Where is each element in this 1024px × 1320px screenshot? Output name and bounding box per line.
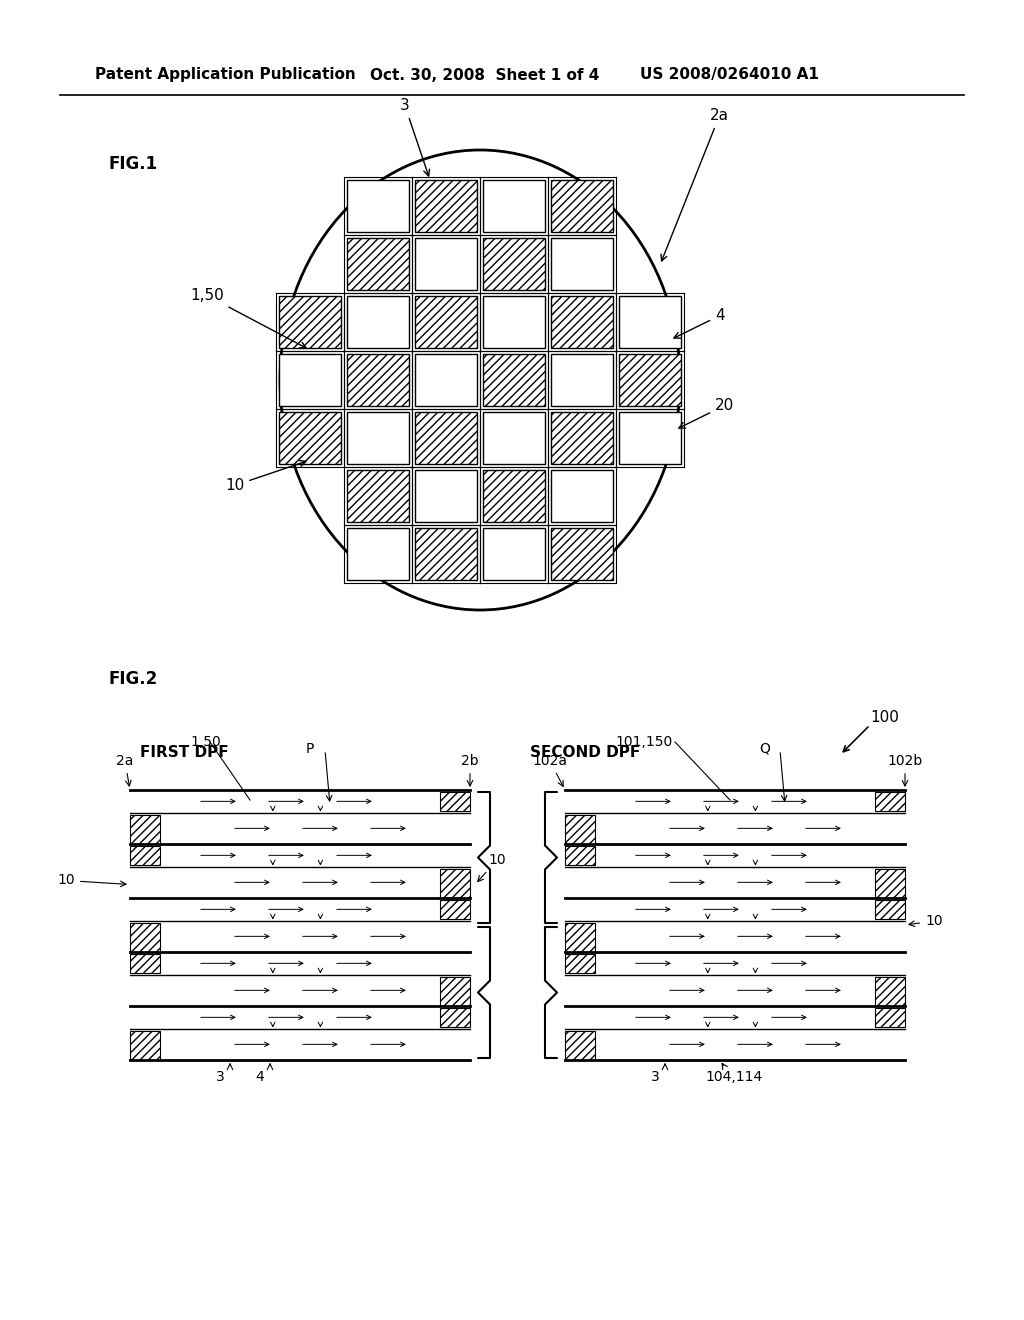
FancyBboxPatch shape — [347, 238, 409, 290]
Text: 3: 3 — [650, 1071, 659, 1084]
FancyBboxPatch shape — [483, 180, 545, 232]
Bar — [440, 977, 470, 1006]
FancyBboxPatch shape — [347, 412, 409, 465]
Text: 101,150: 101,150 — [615, 735, 672, 748]
Text: 4: 4 — [256, 1071, 264, 1084]
FancyBboxPatch shape — [279, 354, 341, 407]
Text: 10: 10 — [57, 874, 126, 887]
FancyBboxPatch shape — [551, 354, 613, 407]
Text: P: P — [306, 742, 314, 756]
FancyBboxPatch shape — [347, 354, 409, 407]
Text: 20: 20 — [679, 399, 734, 428]
Text: 100: 100 — [870, 710, 899, 725]
FancyBboxPatch shape — [483, 412, 545, 465]
Text: 3: 3 — [400, 98, 429, 176]
FancyBboxPatch shape — [279, 412, 341, 465]
Text: 2a: 2a — [662, 108, 729, 261]
FancyBboxPatch shape — [483, 238, 545, 290]
Bar — [130, 1031, 160, 1060]
FancyBboxPatch shape — [551, 528, 613, 579]
Bar — [440, 869, 470, 898]
Bar — [440, 792, 470, 810]
FancyBboxPatch shape — [415, 238, 477, 290]
Text: 1,50: 1,50 — [190, 735, 221, 748]
FancyBboxPatch shape — [618, 354, 681, 407]
FancyBboxPatch shape — [551, 238, 613, 290]
Text: 104,114: 104,114 — [705, 1071, 762, 1084]
FancyBboxPatch shape — [483, 528, 545, 579]
Text: SECOND DPF: SECOND DPF — [530, 744, 640, 760]
Text: Q: Q — [760, 742, 770, 756]
Text: 3: 3 — [216, 1071, 224, 1084]
FancyBboxPatch shape — [415, 354, 477, 407]
FancyBboxPatch shape — [483, 354, 545, 407]
FancyBboxPatch shape — [415, 412, 477, 465]
FancyBboxPatch shape — [279, 296, 341, 348]
Bar — [440, 900, 470, 919]
FancyBboxPatch shape — [483, 470, 545, 521]
Bar — [874, 977, 905, 1006]
FancyBboxPatch shape — [551, 180, 613, 232]
Text: FIG.2: FIG.2 — [108, 671, 158, 688]
Text: Oct. 30, 2008  Sheet 1 of 4: Oct. 30, 2008 Sheet 1 of 4 — [370, 67, 599, 82]
Text: 10: 10 — [478, 854, 506, 882]
FancyBboxPatch shape — [551, 296, 613, 348]
Bar — [130, 846, 160, 865]
Bar — [874, 792, 905, 810]
FancyBboxPatch shape — [551, 412, 613, 465]
Bar — [874, 900, 905, 919]
Text: FIRST DPF: FIRST DPF — [140, 744, 228, 760]
Text: 1,50: 1,50 — [190, 288, 306, 348]
FancyBboxPatch shape — [415, 528, 477, 579]
FancyBboxPatch shape — [347, 470, 409, 521]
FancyBboxPatch shape — [415, 296, 477, 348]
Bar — [565, 954, 595, 973]
Bar — [130, 923, 160, 952]
Text: US 2008/0264010 A1: US 2008/0264010 A1 — [640, 67, 819, 82]
Text: 10: 10 — [225, 461, 306, 492]
Text: 4: 4 — [674, 308, 725, 338]
Bar — [440, 1008, 470, 1027]
Text: 102b: 102b — [888, 754, 923, 785]
FancyBboxPatch shape — [415, 180, 477, 232]
Bar — [130, 954, 160, 973]
Text: 2a: 2a — [117, 754, 134, 785]
Bar — [874, 869, 905, 898]
FancyBboxPatch shape — [618, 296, 681, 348]
Text: 2b: 2b — [461, 754, 479, 785]
FancyBboxPatch shape — [551, 470, 613, 521]
Bar — [565, 814, 595, 843]
Bar — [130, 814, 160, 843]
Bar — [565, 923, 595, 952]
Text: Patent Application Publication: Patent Application Publication — [95, 67, 355, 82]
FancyBboxPatch shape — [347, 296, 409, 348]
FancyBboxPatch shape — [415, 470, 477, 521]
Bar — [874, 1008, 905, 1027]
FancyBboxPatch shape — [483, 296, 545, 348]
FancyBboxPatch shape — [347, 528, 409, 579]
FancyBboxPatch shape — [618, 412, 681, 465]
Text: 10: 10 — [909, 913, 943, 928]
FancyBboxPatch shape — [347, 180, 409, 232]
Text: 102a: 102a — [532, 754, 567, 787]
Bar — [565, 846, 595, 865]
Bar — [565, 1031, 595, 1060]
Text: FIG.1: FIG.1 — [108, 154, 157, 173]
